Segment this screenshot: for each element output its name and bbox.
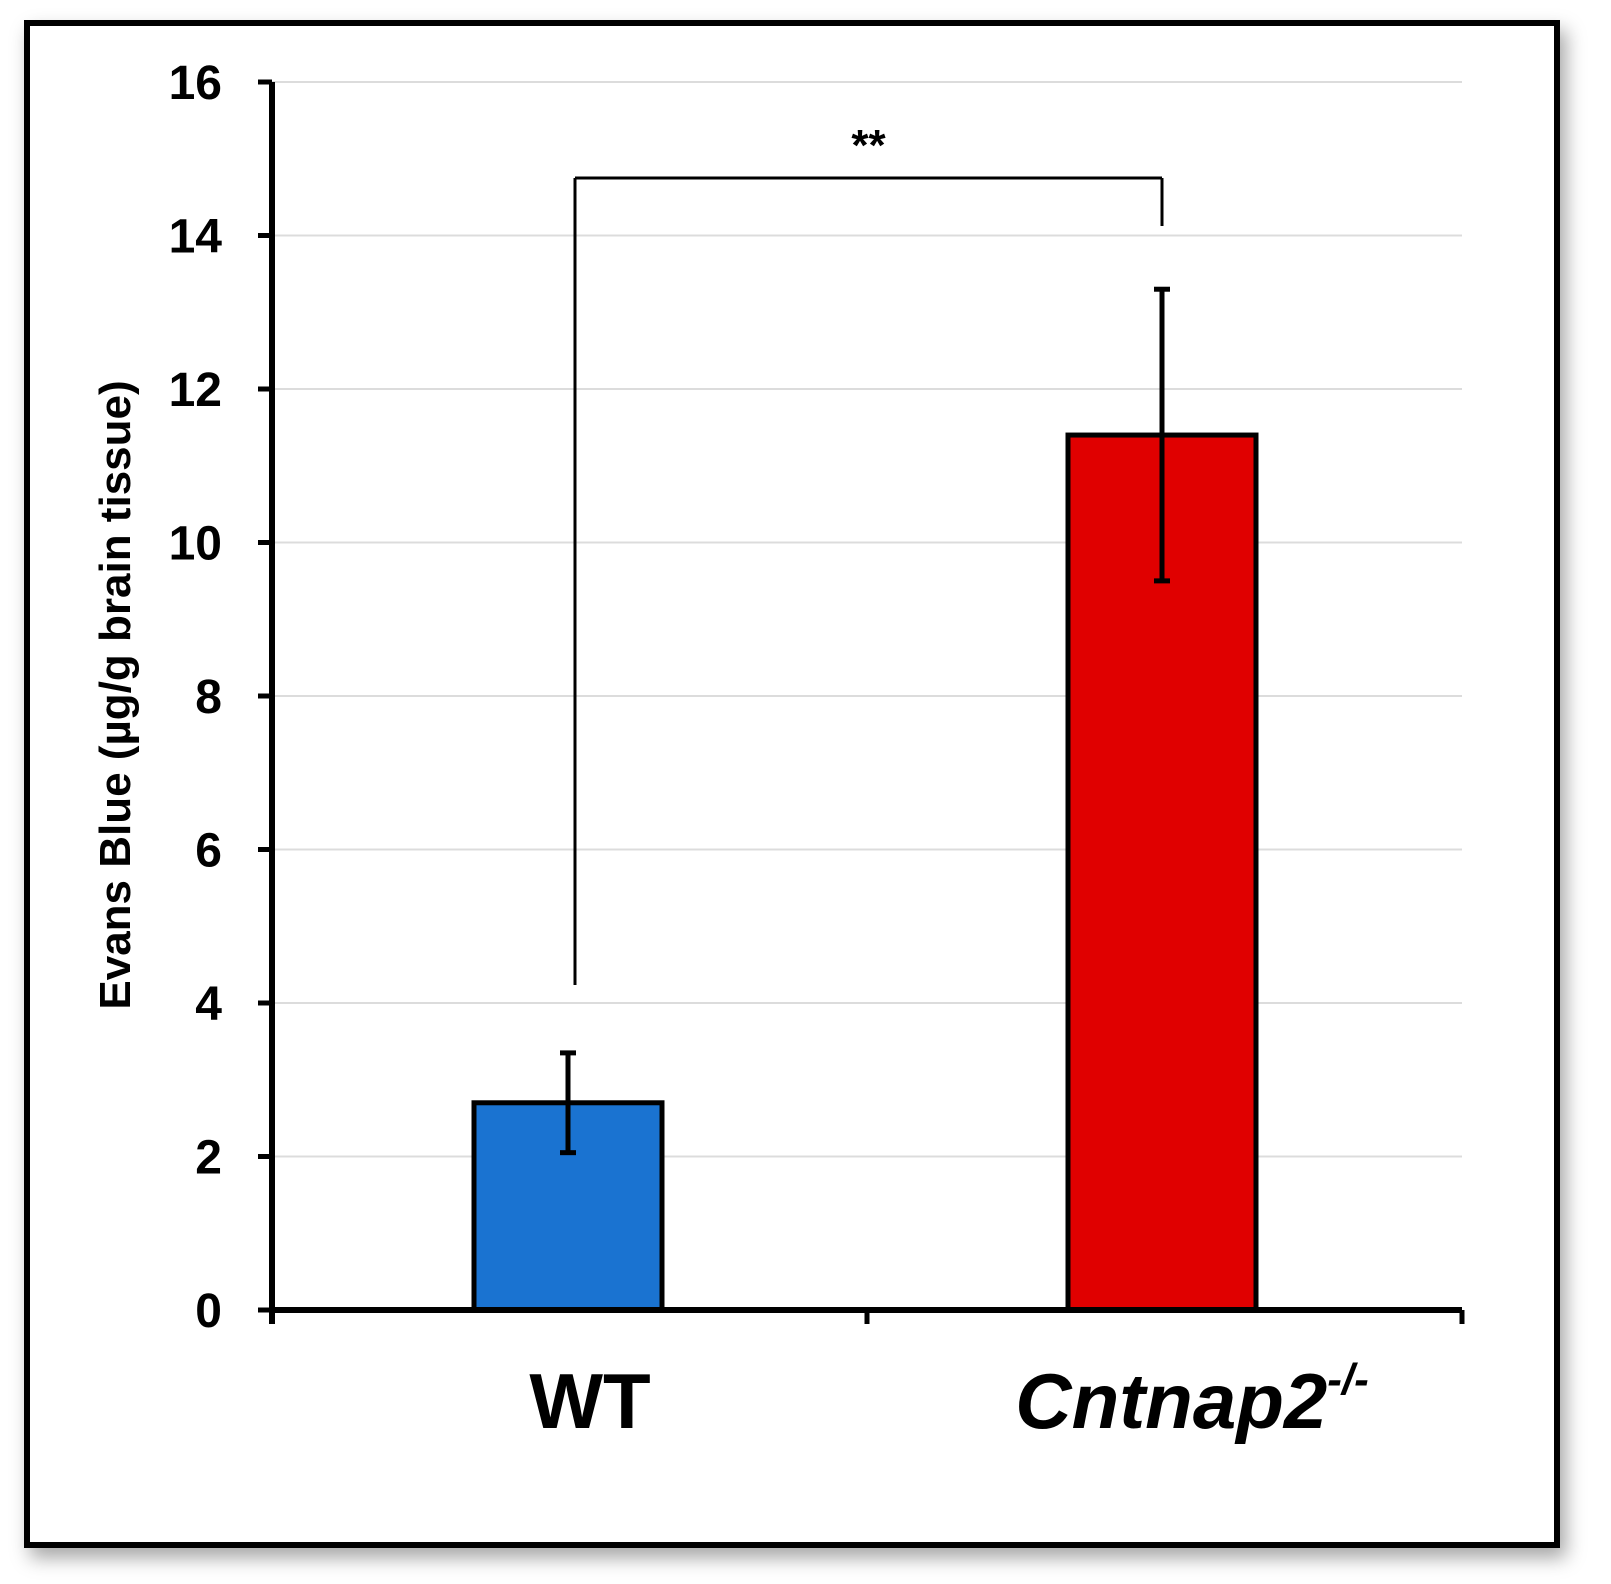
bars — [471, 432, 1259, 1313]
y-tick-label-16: 16 — [169, 57, 222, 110]
y-tick-label-14: 14 — [169, 211, 223, 264]
y-tick-label-4: 4 — [195, 978, 222, 1031]
x-category-label-1: Cntnap2-/- — [1015, 1355, 1369, 1445]
significance-label: ** — [851, 121, 886, 170]
x-category-label-0: WT — [529, 1357, 650, 1445]
error-bars — [560, 286, 1170, 1156]
y-tick-label-2: 2 — [195, 1132, 222, 1185]
axes — [258, 79, 1465, 1324]
x-category-labels: WT Cntnap2-/- — [529, 1355, 1368, 1445]
y-tick-label-6: 6 — [195, 825, 222, 878]
y-tick-labels: 0 2 4 6 8 10 12 14 16 — [169, 57, 223, 1338]
y-tick-label-10: 10 — [169, 518, 222, 571]
figure-frame — [24, 20, 1560, 1548]
y-tick-label-8: 8 — [195, 671, 222, 724]
gridlines — [272, 81, 1462, 1158]
y-tick-label-0: 0 — [195, 1285, 222, 1338]
significance-bracket: ** — [573, 121, 1164, 985]
y-axis-label: Evans Blue (µg/g brain tissue) — [91, 380, 140, 1009]
y-tick-label-12: 12 — [169, 364, 222, 417]
